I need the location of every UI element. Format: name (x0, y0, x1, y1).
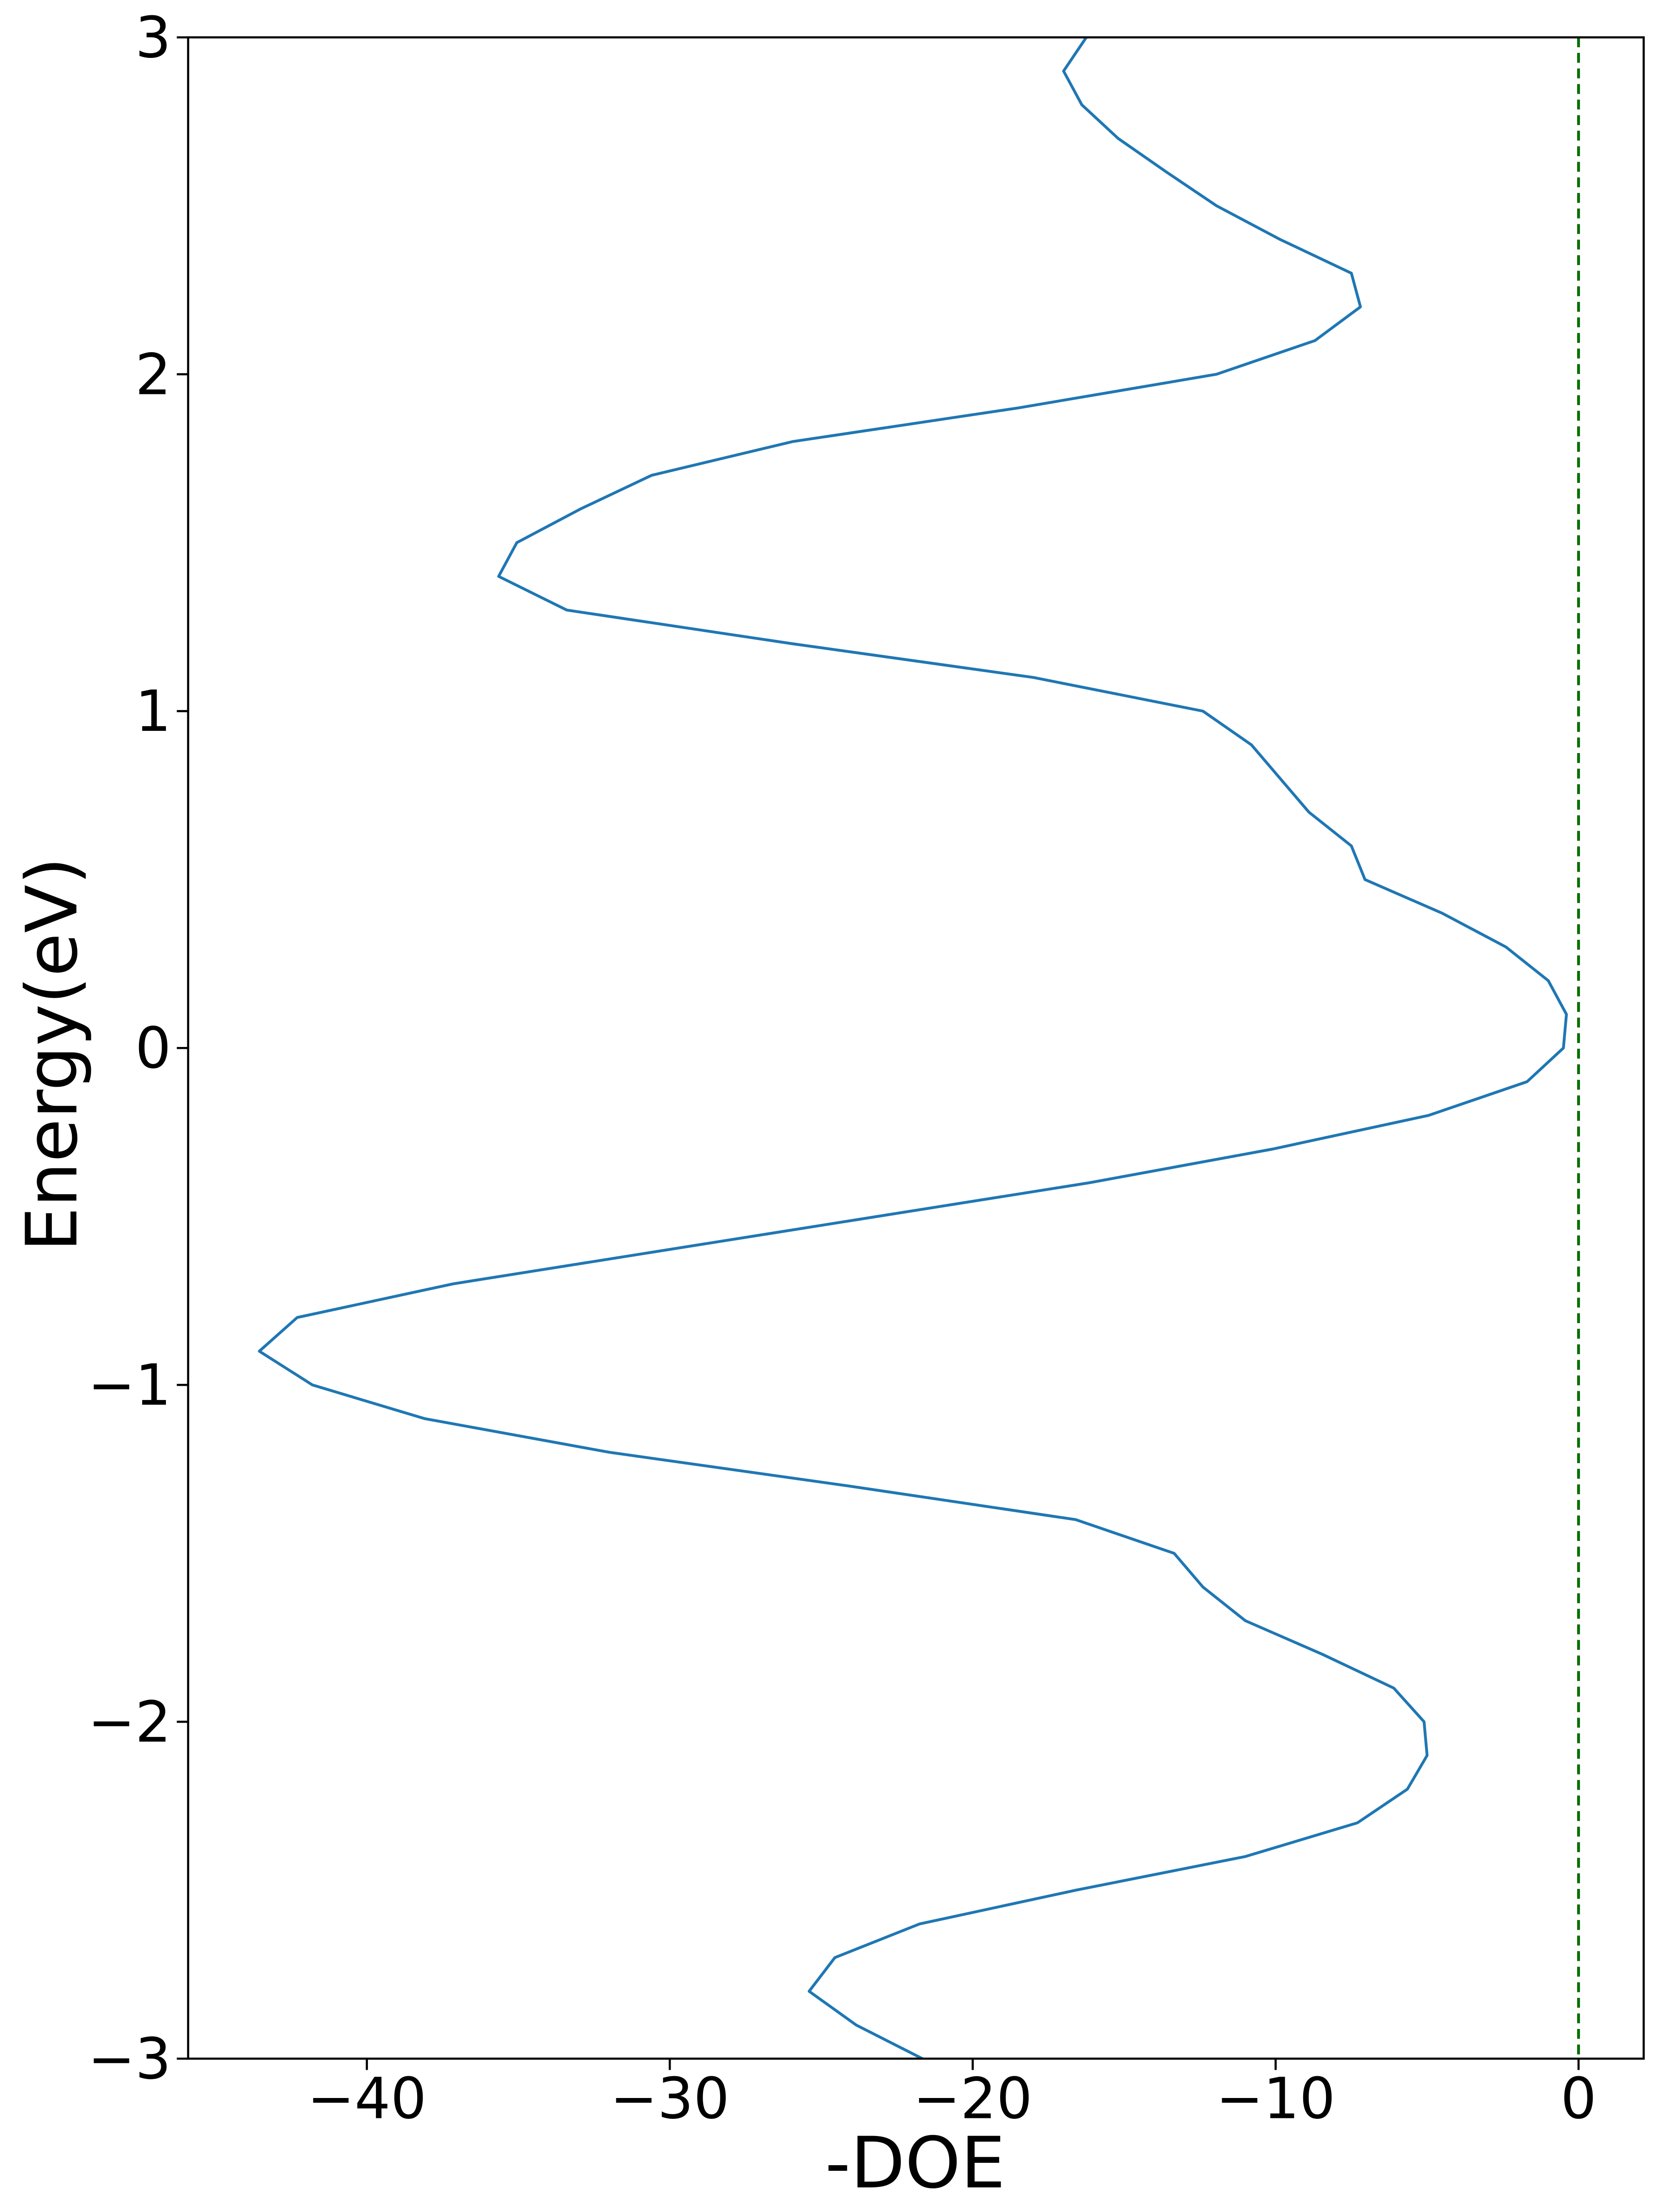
x-tick-label: −40 (307, 2066, 427, 2131)
y-tick-label: −3 (88, 2026, 171, 2092)
plot-frame (187, 36, 1645, 2060)
x-tick-label: 0 (1560, 2066, 1597, 2131)
y-tick-label: −1 (88, 1352, 171, 1418)
x-tick-label: −20 (913, 2066, 1033, 2131)
y-tick-label: 2 (135, 342, 171, 407)
y-tick-label: 0 (135, 1015, 171, 1081)
y-tick-label: 1 (135, 678, 171, 744)
y-tick-label: 3 (135, 5, 171, 70)
y-tick-label: −2 (88, 1689, 171, 1755)
x-tick-label: −30 (610, 2066, 729, 2131)
x-tick-label: −10 (1216, 2066, 1336, 2131)
curve (258, 36, 1568, 2060)
y-axis-label: Energy(eV) (11, 857, 93, 1252)
x-axis-label: -DOE (825, 2122, 1005, 2204)
